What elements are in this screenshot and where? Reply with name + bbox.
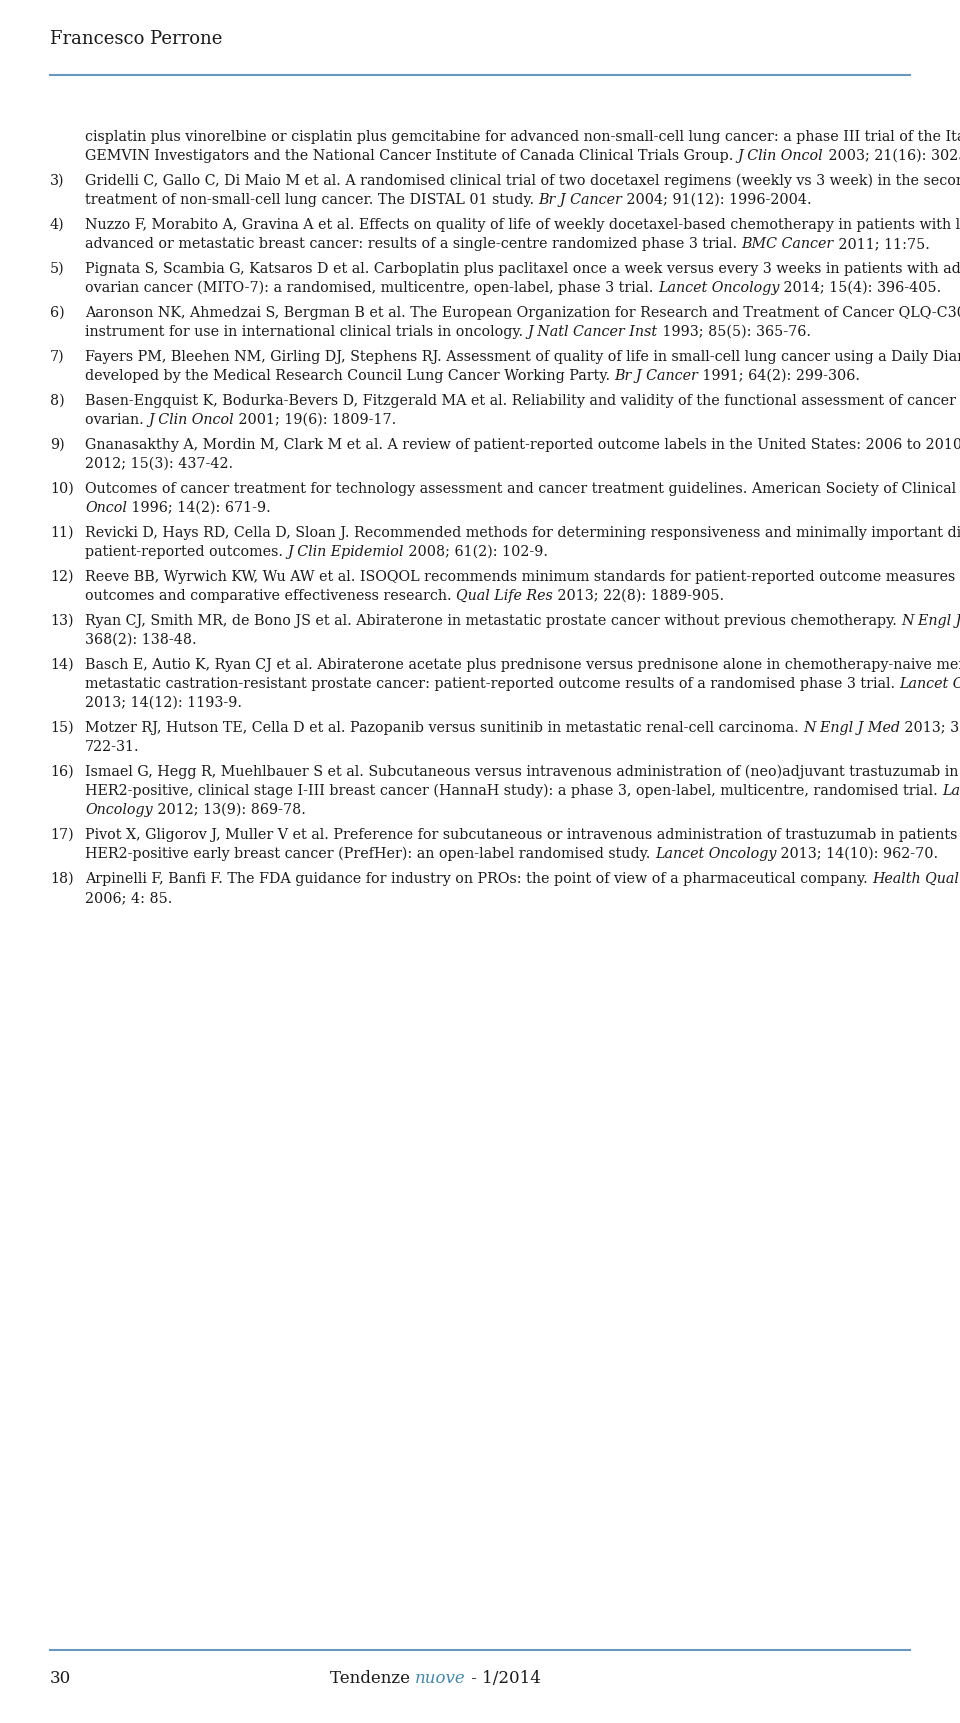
Text: Lancet Oncology: Lancet Oncology xyxy=(655,848,777,862)
Text: Motzer RJ, Hutson TE, Cella D et al. Pazopanib versus sunitinib in metastatic re: Motzer RJ, Hutson TE, Cella D et al. Paz… xyxy=(85,720,804,736)
Text: Health Qual Life Outcomes: Health Qual Life Outcomes xyxy=(873,872,960,886)
Text: 17): 17) xyxy=(50,829,74,843)
Text: ovarian cancer (MITO-7): a randomised, multicentre, open-label, phase 3 trial.: ovarian cancer (MITO-7): a randomised, m… xyxy=(85,281,658,295)
Text: 3): 3) xyxy=(50,174,64,188)
Text: 14): 14) xyxy=(50,658,74,672)
Text: Br J Cancer: Br J Cancer xyxy=(614,369,699,383)
Text: BMC Cancer: BMC Cancer xyxy=(742,238,834,252)
Text: N Engl J Med: N Engl J Med xyxy=(901,613,960,627)
Text: 7): 7) xyxy=(50,350,64,364)
Text: 5): 5) xyxy=(50,262,64,276)
Text: developed by the Medical Research Council Lung Cancer Working Party.: developed by the Medical Research Counci… xyxy=(85,369,614,383)
Text: 2011; 11:75.: 2011; 11:75. xyxy=(834,238,929,252)
Text: 9): 9) xyxy=(50,438,64,451)
Text: instrument for use in international clinical trials in oncology.: instrument for use in international clin… xyxy=(85,326,528,339)
Text: 2013; 14(10): 962-70.: 2013; 14(10): 962-70. xyxy=(777,848,938,862)
Text: Lancet Oncology: Lancet Oncology xyxy=(900,677,960,691)
Text: Fayers PM, Bleehen NM, Girling DJ, Stephens RJ. Assessment of quality of life in: Fayers PM, Bleehen NM, Girling DJ, Steph… xyxy=(85,350,960,364)
Text: ovarian.: ovarian. xyxy=(85,414,148,427)
Text: 2004; 91(12): 1996-2004.: 2004; 91(12): 1996-2004. xyxy=(622,193,812,207)
Text: Lancet: Lancet xyxy=(943,784,960,798)
Text: 2001; 19(6): 1809-17.: 2001; 19(6): 1809-17. xyxy=(234,414,396,427)
Text: GEMVIN Investigators and the National Cancer Institute of Canada Clinical Trials: GEMVIN Investigators and the National Ca… xyxy=(85,148,738,164)
Text: J Natl Cancer Inst: J Natl Cancer Inst xyxy=(528,326,658,339)
Text: Oncol: Oncol xyxy=(85,501,127,515)
Text: 2014; 15(4): 396-405.: 2014; 15(4): 396-405. xyxy=(780,281,942,295)
Text: 1996; 14(2): 671-9.: 1996; 14(2): 671-9. xyxy=(127,501,271,515)
Text: Nuzzo F, Morabito A, Gravina A et al. Effects on quality of life of weekly docet: Nuzzo F, Morabito A, Gravina A et al. Ef… xyxy=(85,219,960,233)
Text: advanced or metastatic breast cancer: results of a single-centre randomized phas: advanced or metastatic breast cancer: re… xyxy=(85,238,742,252)
Text: Gnanasakthy A, Mordin M, Clark M et al. A review of patient-reported outcome lab: Gnanasakthy A, Mordin M, Clark M et al. … xyxy=(85,438,960,451)
Text: patient-reported outcomes.: patient-reported outcomes. xyxy=(85,544,287,558)
Text: 2013; 14(12): 1193-9.: 2013; 14(12): 1193-9. xyxy=(85,696,242,710)
Text: outcomes and comparative effectiveness research.: outcomes and comparative effectiveness r… xyxy=(85,589,456,603)
Text: 18): 18) xyxy=(50,872,74,886)
Text: Ryan CJ, Smith MR, de Bono JS et al. Abiraterone in metastatic prostate cancer w: Ryan CJ, Smith MR, de Bono JS et al. Abi… xyxy=(85,613,901,627)
Text: J Clin Epidemiol: J Clin Epidemiol xyxy=(287,544,404,558)
Text: treatment of non-small-cell lung cancer. The DISTAL 01 study.: treatment of non-small-cell lung cancer.… xyxy=(85,193,539,207)
Text: 13): 13) xyxy=(50,613,74,627)
Text: 2013; 369(8):: 2013; 369(8): xyxy=(900,720,960,736)
Text: Pignata S, Scambia G, Katsaros D et al. Carboplatin plus paclitaxel once a week : Pignata S, Scambia G, Katsaros D et al. … xyxy=(85,262,960,276)
Text: 2012; 15(3): 437-42.: 2012; 15(3): 437-42. xyxy=(85,457,233,470)
Text: 368(2): 138-48.: 368(2): 138-48. xyxy=(85,632,197,648)
Text: nuove: nuove xyxy=(416,1670,466,1687)
Text: Pivot X, Gligorov J, Muller V et al. Preference for subcutaneous or intravenous : Pivot X, Gligorov J, Muller V et al. Pre… xyxy=(85,829,960,843)
Text: 1991; 64(2): 299-306.: 1991; 64(2): 299-306. xyxy=(699,369,860,383)
Text: 10): 10) xyxy=(50,482,74,496)
Text: 2013; 22(8): 1889-905.: 2013; 22(8): 1889-905. xyxy=(553,589,724,603)
Text: 2006; 4: 85.: 2006; 4: 85. xyxy=(85,891,173,905)
Text: HER2-positive, clinical stage I-III breast cancer (HannaH study): a phase 3, ope: HER2-positive, clinical stage I-III brea… xyxy=(85,784,943,798)
Text: Basch E, Autio K, Ryan CJ et al. Abiraterone acetate plus prednisone versus pred: Basch E, Autio K, Ryan CJ et al. Abirate… xyxy=(85,658,960,672)
Text: 2012; 13(9): 869-78.: 2012; 13(9): 869-78. xyxy=(153,803,305,817)
Text: Ismael G, Hegg R, Muehlbauer S et al. Subcutaneous versus intravenous administra: Ismael G, Hegg R, Muehlbauer S et al. Su… xyxy=(85,765,960,779)
Text: 1993; 85(5): 365-76.: 1993; 85(5): 365-76. xyxy=(658,326,811,339)
Text: cisplatin plus vinorelbine or cisplatin plus gemcitabine for advanced non-small-: cisplatin plus vinorelbine or cisplatin … xyxy=(85,129,960,145)
Text: 16): 16) xyxy=(50,765,74,779)
Text: - 1/2014: - 1/2014 xyxy=(466,1670,540,1687)
Text: 15): 15) xyxy=(50,720,74,736)
Text: Tendenze: Tendenze xyxy=(330,1670,416,1687)
Text: 722-31.: 722-31. xyxy=(85,739,139,755)
Text: 8): 8) xyxy=(50,395,64,408)
Text: 2008; 61(2): 102-9.: 2008; 61(2): 102-9. xyxy=(404,544,548,558)
Text: Qual Life Res: Qual Life Res xyxy=(456,589,553,603)
Text: Outcomes of cancer treatment for technology assessment and cancer treatment guid: Outcomes of cancer treatment for technol… xyxy=(85,482,960,496)
Text: metastatic castration-resistant prostate cancer: patient-reported outcome result: metastatic castration-resistant prostate… xyxy=(85,677,900,691)
Text: J Clin Oncol: J Clin Oncol xyxy=(148,414,234,427)
Text: Gridelli C, Gallo C, Di Maio M et al. A randomised clinical trial of two docetax: Gridelli C, Gallo C, Di Maio M et al. A … xyxy=(85,174,960,188)
Text: 6): 6) xyxy=(50,307,64,320)
Text: Reeve BB, Wyrwich KW, Wu AW et al. ISOQOL recommends minimum standards for patie: Reeve BB, Wyrwich KW, Wu AW et al. ISOQO… xyxy=(85,570,960,584)
Text: N Engl J Med: N Engl J Med xyxy=(804,720,900,736)
Text: Br J Cancer: Br J Cancer xyxy=(539,193,622,207)
Text: Francesco Perrone: Francesco Perrone xyxy=(50,29,223,48)
Text: J Clin Oncol: J Clin Oncol xyxy=(738,148,824,164)
Text: Arpinelli F, Banfi F. The FDA guidance for industry on PROs: the point of view o: Arpinelli F, Banfi F. The FDA guidance f… xyxy=(85,872,873,886)
Text: 30: 30 xyxy=(50,1670,71,1687)
Text: Basen-Engquist K, Bodurka-Bevers D, Fitzgerald MA et al. Reliability and validit: Basen-Engquist K, Bodurka-Bevers D, Fitz… xyxy=(85,395,960,408)
Text: Revicki D, Hays RD, Cella D, Sloan J. Recommended methods for determining respon: Revicki D, Hays RD, Cella D, Sloan J. Re… xyxy=(85,526,960,539)
Text: 4): 4) xyxy=(50,219,64,233)
Text: Oncology: Oncology xyxy=(85,803,153,817)
Text: 12): 12) xyxy=(50,570,74,584)
Text: Lancet Oncology: Lancet Oncology xyxy=(658,281,780,295)
Text: 11): 11) xyxy=(50,526,74,539)
Text: 2003; 21(16): 3025-34.: 2003; 21(16): 3025-34. xyxy=(824,148,960,164)
Text: HER2-positive early breast cancer (PrefHer): an open-label randomised study.: HER2-positive early breast cancer (PrefH… xyxy=(85,848,655,862)
Text: Aaronson NK, Ahmedzai S, Bergman B et al. The European Organization for Research: Aaronson NK, Ahmedzai S, Bergman B et al… xyxy=(85,307,960,320)
